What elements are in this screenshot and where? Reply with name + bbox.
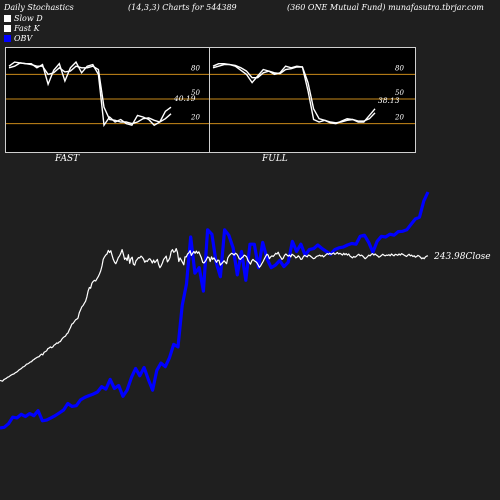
y-tick-label: 80 [191,64,200,72]
legend-slow-d: Slow D [4,14,43,23]
legend-swatch [4,15,11,22]
series-line-slow-d [8,62,172,125]
last-value-label: 40.19 [173,94,196,103]
last-value-label: 38.13 [378,96,400,105]
series-line-fast-k [8,60,172,128]
y-tick-label: 20 [394,114,404,122]
header-middle: (14,3,3) Charts for 544389 [128,3,237,12]
legend-fast-k: Fast K [4,24,40,33]
full-stochastic-chart: 80 50 20 38.13 [210,62,415,125]
full-panel-label: FULL [262,154,288,164]
close-value-label: 243.98Close [433,252,491,262]
y-tick-label: 80 [395,64,404,72]
y-tick-label: 20 [190,114,200,122]
obv-price-chart: 243.98Close [0,191,491,430]
series-line-slow-d [212,63,376,124]
series-line-fast-k [212,62,376,125]
legend-obv: OBV [4,34,32,43]
legend-swatch [4,35,11,42]
series-line-close [0,247,429,382]
fast-panel-label: FAST [55,154,80,164]
y-tick-label: 50 [395,89,404,97]
y-tick-label: 50 [191,89,200,97]
header-left: Daily Stochastics [4,3,74,12]
series-line-obv [0,191,430,430]
fast-stochastic-chart: 80 50 20 40.19 [6,60,211,128]
legend-swatch [4,25,11,32]
header-right: (360 ONE Mutual Fund) munafasutra.tbrjar… [287,3,484,12]
legend-label: Slow D [14,14,43,23]
full-stochastic-panel: 80 50 20 38.13 [209,47,416,153]
legend-label: OBV [14,34,33,43]
fast-stochastic-panel: 80 50 20 40.19 [5,47,212,153]
legend-label: Fast K [14,24,40,33]
